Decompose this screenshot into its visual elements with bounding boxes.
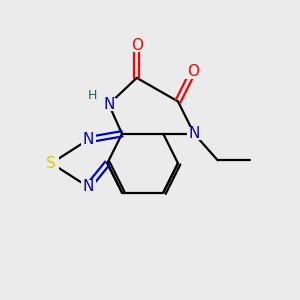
Bar: [81, 180, 95, 194]
Bar: [88, 91, 97, 100]
Text: N: N: [188, 126, 200, 141]
Bar: [187, 127, 202, 140]
Text: O: O: [131, 38, 143, 53]
Text: N: N: [103, 97, 115, 112]
Text: S: S: [46, 156, 56, 171]
Text: N: N: [82, 132, 94, 147]
Bar: [185, 65, 200, 79]
Bar: [81, 133, 95, 146]
Text: N: N: [82, 179, 94, 194]
Bar: [101, 98, 116, 111]
Text: O: O: [187, 64, 199, 80]
Text: H: H: [88, 89, 97, 102]
Bar: [129, 39, 144, 52]
Bar: [44, 157, 59, 170]
